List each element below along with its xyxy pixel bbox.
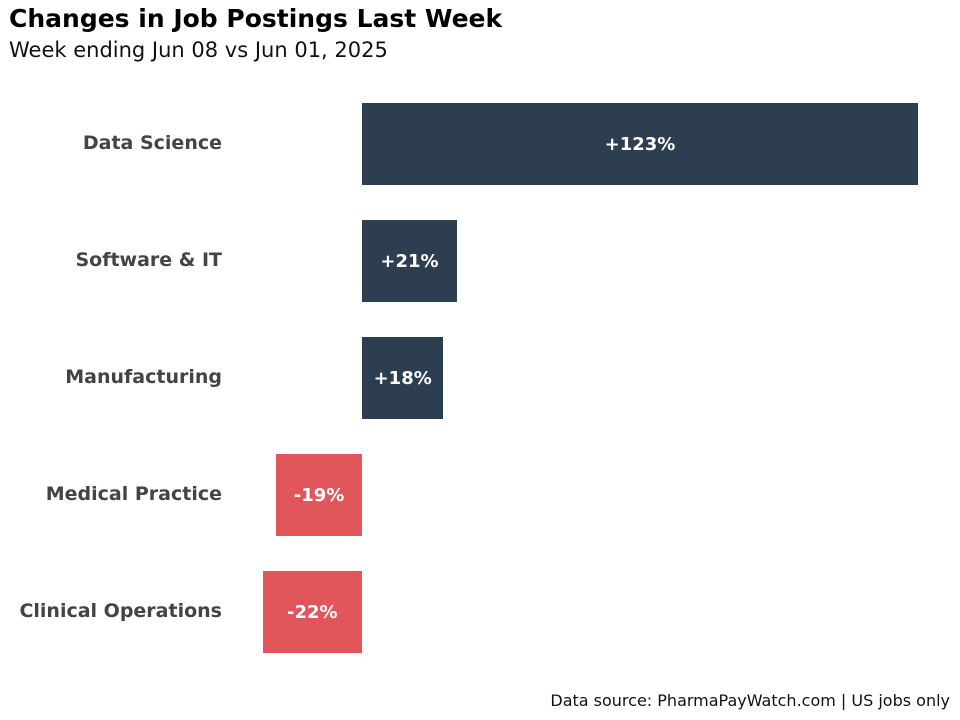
chart-subtitle: Week ending Jun 08 vs Jun 01, 2025: [9, 38, 388, 62]
category-label: Medical Practice: [45, 483, 222, 505]
category-label: Software & IT: [75, 249, 222, 271]
bar: -22%: [262, 571, 362, 653]
bar-value-label: +21%: [380, 250, 439, 272]
bar: +21%: [362, 220, 457, 302]
chart-title: Changes in Job Postings Last Week: [9, 4, 503, 33]
bar-value-label: -19%: [293, 484, 345, 506]
category-label: Clinical Operations: [19, 600, 222, 622]
bar-value-label: +123%: [604, 133, 676, 155]
category-label: Data Science: [82, 132, 222, 154]
bar-value-label: +18%: [373, 367, 432, 389]
bar: +18%: [362, 337, 444, 419]
category-label: Manufacturing: [65, 366, 222, 388]
bar: -19%: [276, 454, 362, 536]
data-source-note: Data source: PharmaPayWatch.com | US job…: [550, 691, 950, 710]
bar-value-label: -22%: [286, 601, 338, 623]
bar: +123%: [362, 103, 918, 185]
